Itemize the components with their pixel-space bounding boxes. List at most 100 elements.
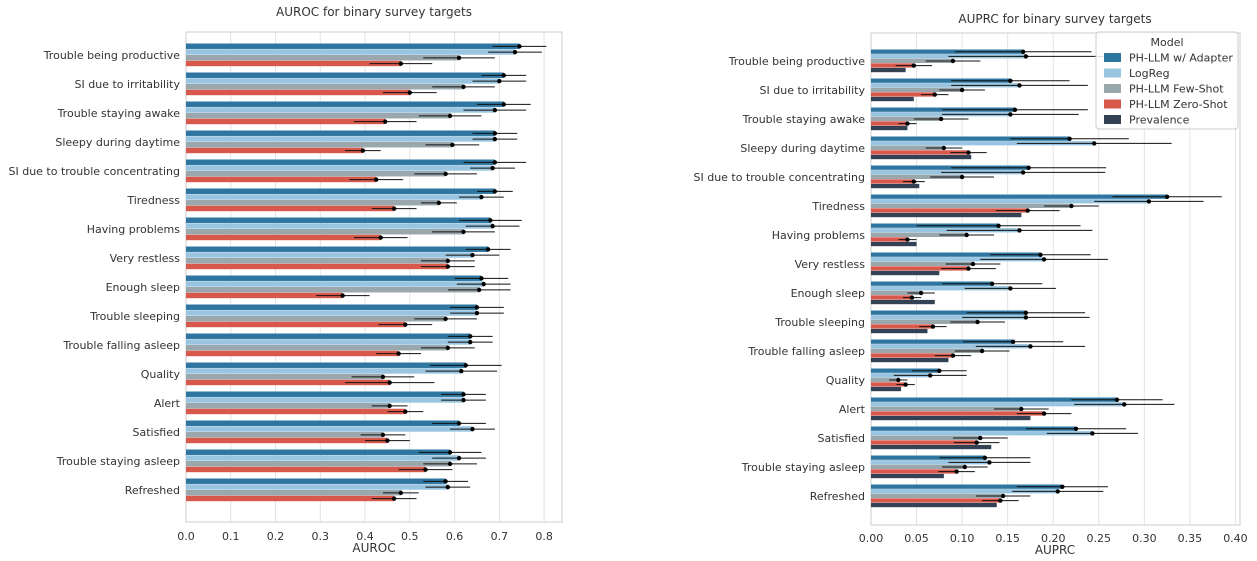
auroc-point (490, 223, 495, 229)
auroc-point (380, 374, 386, 380)
auroc-bar (186, 258, 448, 264)
auroc-category-label: Tiredness (126, 194, 180, 207)
auprc-point (1028, 344, 1033, 349)
auroc-bar (186, 275, 482, 281)
auroc-bar (186, 362, 466, 368)
auroc-point (443, 171, 448, 177)
auprc-bar (871, 63, 914, 68)
auroc-bar (186, 281, 484, 287)
auprc-point (962, 464, 968, 470)
auroc-point (479, 276, 484, 281)
auroc-bar (186, 78, 500, 84)
auroc-bar (186, 403, 390, 409)
auroc-x-tick-label: 0.7 (491, 530, 509, 543)
auroc-point (447, 461, 453, 467)
auprc-bar (871, 112, 1011, 117)
auroc-bar (186, 188, 495, 194)
auroc-bar (186, 490, 401, 496)
auroc-bar (186, 455, 460, 461)
auprc-point (911, 63, 917, 68)
auprc-bar (871, 261, 974, 266)
auroc-bar (186, 84, 464, 90)
auprc-bar (871, 344, 1031, 349)
auroc-bar (186, 55, 460, 61)
auprc-point (974, 440, 979, 445)
auprc-bar (871, 67, 906, 73)
auroc-point (445, 264, 451, 269)
auroc-bar (186, 43, 520, 49)
auprc-x-tick-label: 0.05 (904, 532, 929, 545)
auroc-bar (186, 223, 493, 229)
auprc-category-label: Trouble staying asleep (741, 461, 865, 474)
auprc-point (982, 455, 988, 460)
auroc-bar (186, 426, 473, 432)
auroc-point (360, 148, 366, 153)
auroc-x-tick-label: 0.2 (267, 530, 285, 543)
auprc-chart-title: AUPRC for binary survey targets (958, 12, 1151, 26)
auprc-point (1164, 194, 1170, 199)
auprc-bar (871, 402, 1125, 407)
auroc-bar (186, 263, 448, 270)
auprc-bar (871, 49, 1024, 54)
legend-swatch (1104, 115, 1121, 124)
auprc-point (1114, 397, 1120, 402)
auroc-point (403, 322, 408, 327)
auprc-point (941, 145, 947, 151)
auprc-category-label: Trouble sleeping (774, 316, 865, 329)
auroc-point (492, 131, 498, 136)
auprc-bar (871, 406, 1022, 411)
auroc-point (391, 496, 397, 501)
auprc-bar (871, 145, 944, 150)
auprc-point (978, 435, 983, 441)
auroc-bar (186, 449, 451, 455)
auprc-point (1020, 170, 1026, 175)
auroc-point (459, 368, 464, 374)
auroc-point (398, 490, 404, 496)
auroc-point (501, 73, 507, 78)
auprc-point (964, 232, 969, 238)
auprc-point (1023, 54, 1029, 59)
auprc-point (1012, 107, 1018, 113)
auroc-category-label: Trouble falling asleep (62, 339, 180, 352)
auprc-bar (871, 141, 1095, 146)
auprc-bar (871, 440, 977, 445)
auroc-bar (186, 246, 489, 252)
auroc-x-tick-label: 0.6 (446, 530, 464, 543)
auprc-point (1019, 406, 1024, 412)
auprc-point (959, 174, 965, 180)
auprc-bar (871, 232, 967, 237)
auroc-bar (186, 200, 439, 206)
auprc-category-label: Sleepy during daytime (740, 142, 865, 155)
auroc-bar (186, 165, 493, 171)
auprc-bar (871, 484, 1063, 489)
auroc-point (380, 432, 386, 438)
auprc-point (937, 368, 942, 373)
auroc-bar (186, 205, 395, 212)
auroc-point (476, 287, 482, 293)
auprc-bar (871, 315, 1026, 320)
auprc-bar (871, 183, 920, 189)
auprc-point (1041, 411, 1047, 416)
auprc-category-label: Very restless (795, 258, 866, 271)
auroc-bar (186, 107, 495, 113)
auroc-bar (186, 310, 477, 316)
auprc-bar (871, 444, 992, 450)
auprc-bar (871, 92, 935, 97)
auroc-bar (186, 316, 446, 322)
auprc-x-tick-label: 0.35 (1178, 532, 1203, 545)
auroc-bar (186, 130, 495, 136)
auroc-bar (186, 321, 406, 328)
auprc-point (903, 382, 908, 387)
auprc-bar (871, 431, 1093, 436)
auroc-point (403, 409, 408, 414)
auroc-category-label: Enough sleep (106, 281, 180, 294)
auprc-point (1073, 426, 1079, 431)
auroc-point (517, 44, 522, 49)
auprc-bar (871, 397, 1117, 402)
auroc-x-tick-label: 0.3 (312, 530, 330, 543)
auprc-category-label: Trouble staying awake (742, 113, 866, 126)
auroc-point (443, 479, 448, 484)
auroc-point (398, 61, 404, 66)
auprc-bar (871, 252, 1041, 257)
